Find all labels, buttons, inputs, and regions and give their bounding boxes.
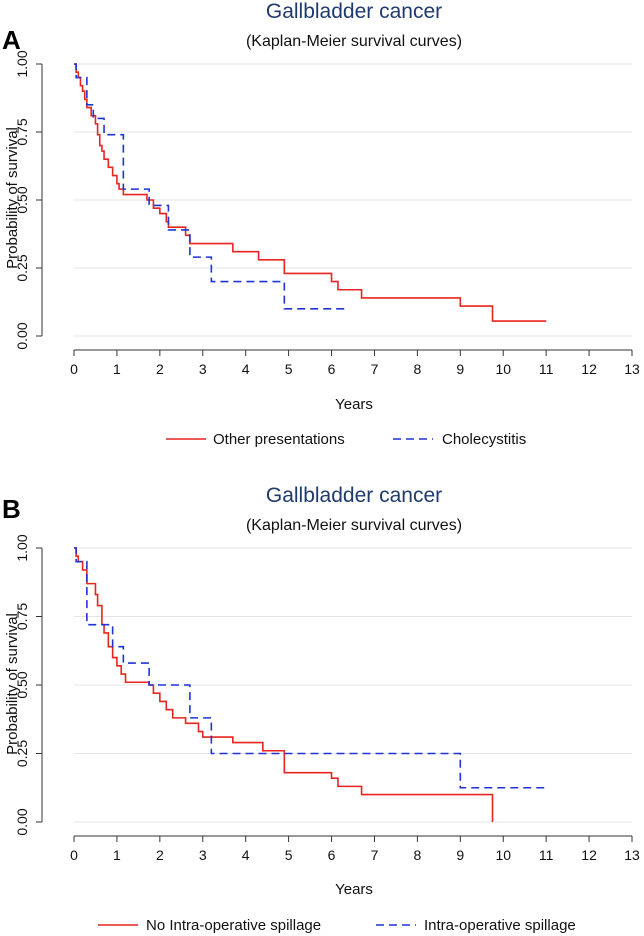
y-tick-labels: 0.00 0.25 0.50 0.75 1.00 [14,534,30,835]
x-tick-label: 10 [495,361,511,377]
y-tick-label: 0.00 [14,808,30,835]
panel-label: B [2,494,21,524]
y-tick-label: 0.00 [14,322,30,349]
x-tick-label: 9 [456,361,464,377]
x-tick-label: 1 [113,847,121,863]
series-line-cholecystitis [74,63,345,310]
x-axis-label: Years [335,881,373,898]
y-tick-labels: 0.00 0.25 0.50 0.75 1.00 [14,50,30,349]
y-tick-label: 0.75 [14,603,30,630]
x-tick-label: 10 [495,847,511,863]
x-tick-label: 9 [456,847,464,863]
x-tick-label: 11 [539,361,554,377]
chart-title: Gallbladder cancer [266,0,442,23]
series-line-other-presentations [74,63,547,322]
y-tick-label: 1.00 [14,534,30,561]
axes [36,547,633,842]
x-tick-label: 8 [413,361,421,377]
x-tick-label: 11 [539,847,554,863]
x-tick-labels: 0 1 2 3 4 5 6 7 8 9 10 11 12 13 [70,847,640,863]
y-tick-label: 0.50 [14,671,30,698]
x-tick-label: 12 [581,847,597,863]
y-axis-label: Probability of survival [4,613,21,755]
chart-subtitle: (Kaplan-Meier survival curves) [246,517,462,534]
chart-subtitle: (Kaplan-Meier survival curves) [246,33,462,50]
series-lines [74,547,547,822]
y-axis-label: Probability of survival [4,127,21,269]
legend: Other presentations Cholecystitis [166,431,526,448]
legend-label-intra-operative-spillage: Intra-operative spillage [424,917,576,934]
panel-a: A Gallbladder cancer (Kaplan-Meier survi… [2,0,640,448]
panel-b: B Gallbladder cancer (Kaplan-Meier survi… [2,484,640,934]
x-tick-label: 4 [242,847,250,863]
x-tick-label: 12 [581,361,597,377]
y-tick-label: 0.75 [14,118,30,145]
x-tick-label: 1 [113,361,121,377]
x-tick-label: 13 [624,361,640,377]
chart-title: Gallbladder cancer [266,484,442,507]
legend: No Intra-operative spillage Intra-operat… [98,917,576,934]
legend-label-no-intra-operative-spillage: No Intra-operative spillage [146,917,321,934]
y-tick-label: 0.25 [14,254,30,281]
x-tick-label: 13 [624,847,640,863]
x-tick-label: 6 [328,847,336,863]
series-line-intra-operative-spillage [74,547,547,789]
y-tick-label: 0.25 [14,740,30,767]
y-tick-label: 1.00 [14,50,30,77]
x-tick-label: 7 [371,361,379,377]
x-axis-label: Years [335,396,373,413]
x-tick-labels: 0 1 2 3 4 5 6 7 8 9 10 11 12 13 [70,361,640,377]
axes [36,63,633,356]
x-tick-label: 0 [70,361,78,377]
x-tick-label: 3 [199,847,207,863]
x-tick-label: 4 [242,361,250,377]
x-tick-label: 2 [156,361,164,377]
x-tick-label: 0 [70,847,78,863]
x-tick-label: 2 [156,847,164,863]
x-tick-label: 5 [285,361,293,377]
legend-label-cholecystitis: Cholecystitis [442,431,526,448]
y-tick-label: 0.50 [14,186,30,213]
series-lines [74,63,547,322]
legend-label-other-presentations: Other presentations [213,431,345,448]
x-tick-label: 3 [199,361,207,377]
x-tick-label: 8 [413,847,421,863]
grid-lines [74,547,632,823]
x-tick-label: 6 [328,361,336,377]
x-tick-label: 7 [371,847,379,863]
panel-label: A [2,25,21,55]
grid-lines [74,63,632,337]
x-tick-label: 5 [285,847,293,863]
